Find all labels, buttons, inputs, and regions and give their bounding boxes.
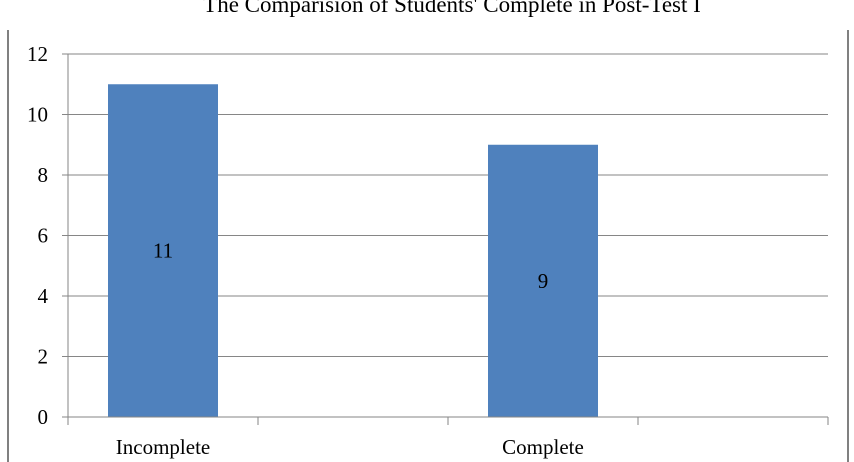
y-tick-label-10: 10 [27,103,48,127]
bar-complete [488,144,598,417]
x-tick-label-complete: Complete [502,435,584,459]
y-tick-label-12: 12 [27,42,48,66]
data-label-incomplete: 11 [153,239,173,263]
bar-incomplete [108,84,218,417]
y-tick-label-2: 2 [38,345,49,369]
data-label-complete: 9 [538,269,549,293]
y-tick-label-6: 6 [38,224,49,248]
x-tick-label-incomplete: Incomplete [116,435,210,459]
y-tick-label-8: 8 [38,163,49,187]
y-tick-label-4: 4 [38,284,49,308]
chart-title: The Comparision of Students' Complete in… [203,0,701,17]
y-tick-label-0: 0 [38,405,49,429]
